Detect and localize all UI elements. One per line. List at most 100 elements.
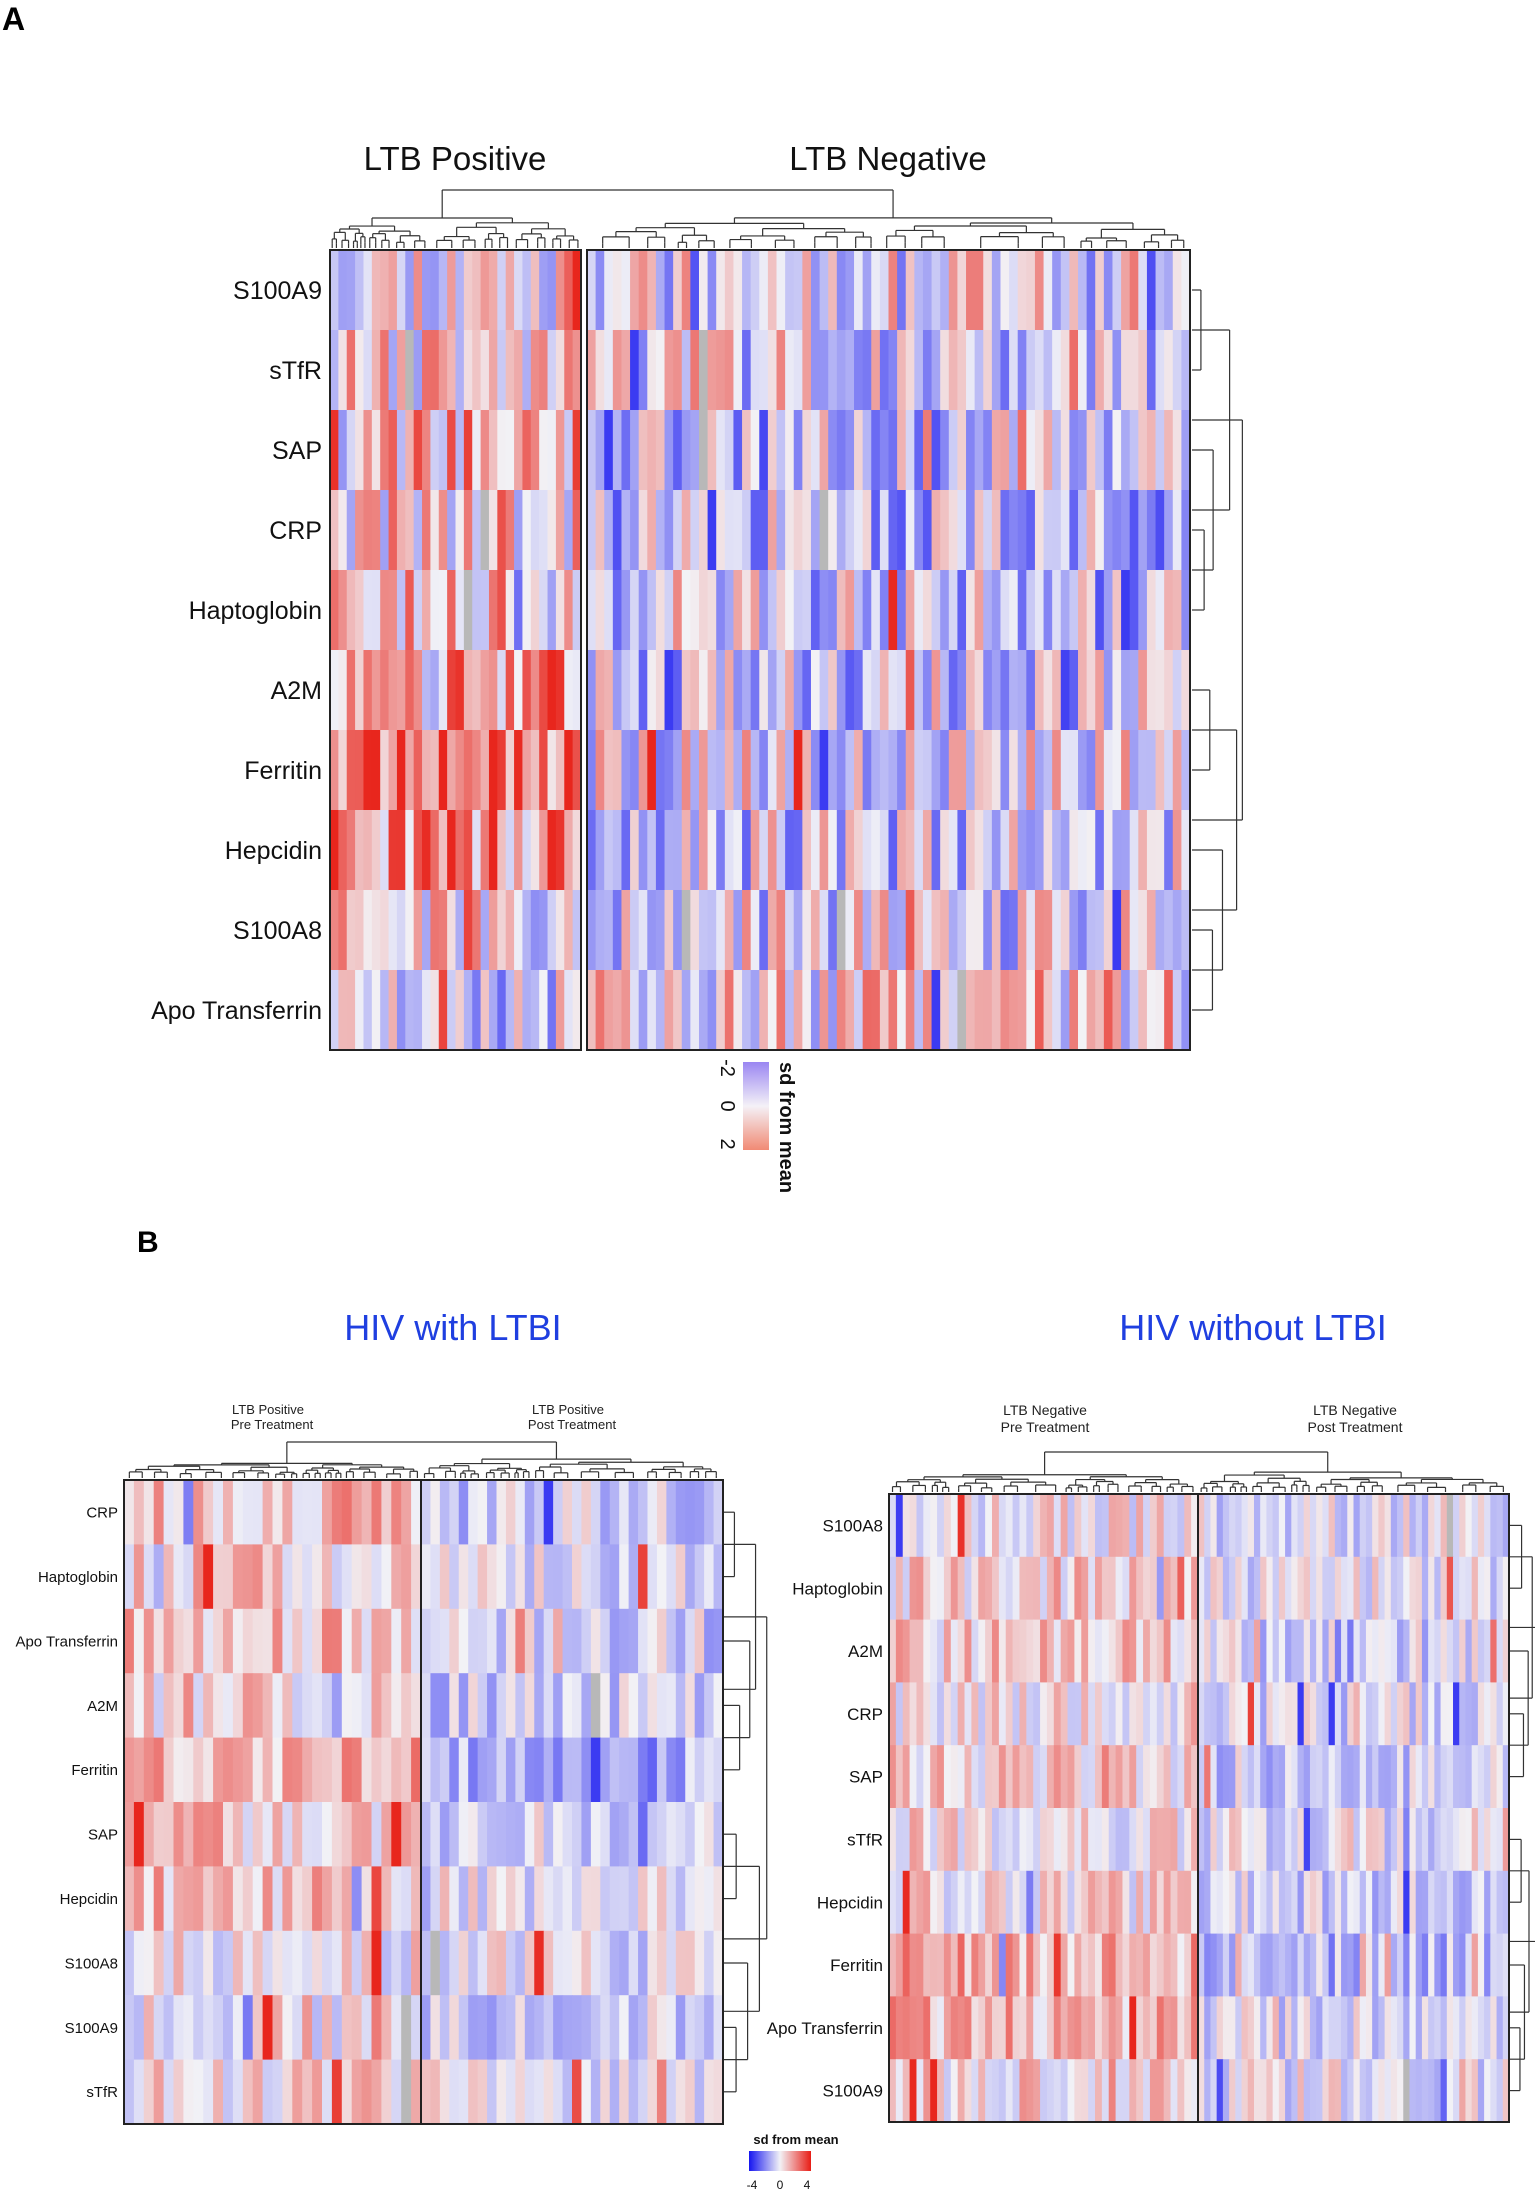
heatmap-cell	[124, 1480, 135, 1545]
heatmap-cell	[341, 1544, 353, 1610]
heatmap-cell	[638, 490, 648, 571]
heatmap-cell	[862, 970, 872, 1051]
heatmap-cell	[447, 890, 457, 971]
heatmap-cell	[1278, 1745, 1286, 1809]
heatmap-cell	[1465, 1556, 1473, 1621]
heatmap-cell	[455, 330, 465, 411]
heatmap-cell	[943, 2059, 952, 2123]
heatmap-cell	[1115, 1808, 1124, 1872]
heatmap-cell	[914, 650, 924, 731]
heatmap-cell	[449, 1608, 460, 1674]
heatmap-cell	[1136, 1494, 1144, 1558]
heatmap-cell	[338, 490, 348, 571]
heatmap-cell	[785, 970, 795, 1051]
heatmap-cell	[1191, 1808, 1199, 1872]
heatmap-cell	[854, 810, 864, 891]
heatmap-cell	[957, 330, 967, 411]
heatmap-cell	[664, 730, 674, 811]
heatmap-cell	[381, 1737, 392, 1803]
heatmap-cell	[505, 570, 515, 651]
heatmap-cell	[681, 730, 691, 811]
heatmap-cell	[810, 810, 821, 891]
heatmap-cell	[681, 250, 691, 331]
heatmap-cell	[1309, 1556, 1317, 1621]
heatmap-cell	[1403, 2059, 1411, 2123]
heatmap-cell	[638, 970, 648, 1051]
heatmap-cell	[1046, 1996, 1055, 2060]
heatmap-cell	[673, 250, 683, 331]
heatmap-cell	[1067, 1745, 1075, 1809]
heatmap-cell	[1216, 1494, 1224, 1558]
heatmap-cell	[396, 250, 406, 331]
heatmap-cell	[1260, 1996, 1268, 2060]
heatmap-cell	[1471, 1996, 1479, 2060]
heatmap-cell	[312, 1802, 323, 1867]
heatmap-cell	[1241, 1556, 1249, 1621]
heatmap-cell	[514, 970, 524, 1051]
heatmap-cell	[539, 970, 549, 1051]
heatmap-cell	[1453, 1808, 1460, 1872]
heatmap-cell	[785, 570, 795, 651]
heatmap-cell	[1156, 1870, 1165, 1935]
heatmap-cell	[1204, 2059, 1212, 2123]
heatmap-cell	[505, 330, 515, 411]
heatmap-cell	[1496, 1933, 1504, 1997]
panel-a-block-positive-border	[329, 249, 582, 1051]
heatmap-cell	[664, 250, 674, 331]
heatmap-cell	[1074, 1933, 1082, 1997]
heatmap-cell	[1303, 1745, 1311, 1809]
heatmap-cell	[1365, 1996, 1373, 2060]
heatmap-cell	[515, 1544, 526, 1610]
heatmap-cell	[355, 810, 365, 891]
heatmap-cell	[600, 1608, 611, 1674]
heatmap-cell	[1272, 1808, 1280, 1872]
heatmap-cell	[992, 1996, 1000, 2060]
heatmap-cell	[750, 970, 760, 1051]
heatmap-cell	[1204, 1808, 1212, 1872]
heatmap-cell	[472, 810, 482, 891]
heatmap-cell	[341, 2059, 353, 2125]
heatmap-cell	[638, 810, 648, 891]
heatmap-cell	[331, 1480, 343, 1545]
heatmap-cell	[1074, 1808, 1082, 1872]
heatmap-cell	[572, 1930, 583, 1996]
heatmap-cell	[957, 970, 967, 1051]
heatmap-cell	[1204, 1619, 1212, 1683]
heatmap-cell	[1040, 1870, 1048, 1935]
row-label-s100a9: S100A9	[823, 2082, 884, 2101]
heatmap-cell	[638, 1608, 649, 1674]
heatmap-cell	[1156, 1808, 1165, 1872]
heatmap-cell	[971, 1996, 979, 2060]
heatmap-cell	[480, 970, 490, 1051]
heatmap-cell	[487, 1866, 498, 1932]
heatmap-cell	[1164, 490, 1174, 571]
heatmap-cell	[153, 2059, 165, 2125]
heatmap-cell	[405, 570, 415, 651]
heatmap-cell	[1115, 1619, 1124, 1683]
heatmap-cell	[909, 1619, 918, 1683]
heatmap-cell	[909, 1808, 918, 1872]
heatmap-cell	[487, 1608, 498, 1674]
heatmap-cell	[522, 410, 532, 491]
heatmap-cell	[1428, 1808, 1435, 1872]
heatmap-cell	[262, 1673, 274, 1739]
heatmap-cell	[1502, 1808, 1510, 1872]
heatmap-cell	[1074, 1745, 1082, 1809]
heatmap-cell	[203, 1737, 214, 1803]
heatmap-cell	[430, 410, 440, 491]
heatmap-cell	[666, 1930, 677, 1996]
heatmap-cell	[600, 2059, 611, 2125]
heatmap-cell	[1204, 1745, 1212, 1809]
heatmap-cell	[1198, 2059, 1205, 2123]
heatmap-cell	[1378, 1556, 1386, 1621]
heatmap-cell	[590, 1544, 601, 1610]
heatmap-cell	[750, 650, 760, 731]
heatmap-cell	[628, 1480, 639, 1545]
heatmap-cell	[733, 490, 743, 571]
heatmap-cell	[1198, 1682, 1205, 1746]
heatmap-cell	[153, 1995, 165, 2061]
heatmap-cell	[1266, 1996, 1274, 2060]
heatmap-cell	[183, 1930, 194, 1996]
heatmap-cell	[1384, 1808, 1392, 1872]
heatmap-cell	[463, 410, 473, 491]
